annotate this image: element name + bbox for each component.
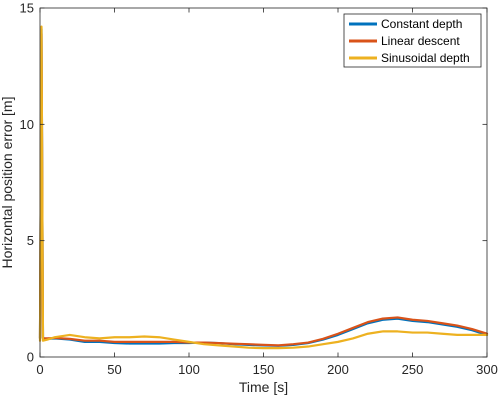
series-line-sinusoidal-depth xyxy=(38,25,489,350)
legend-entry-linear-descent: Linear descent xyxy=(349,34,460,48)
x-tick-label: 200 xyxy=(327,362,349,377)
x-tick-label: 250 xyxy=(402,362,424,377)
y-axis-label: Horizontal position error [m] xyxy=(0,97,15,269)
legend-label-sinusoidal-depth: Sinusoidal depth xyxy=(381,51,470,65)
x-axis-label: Time [s] xyxy=(239,379,288,395)
x-axis-ticks: 0 50 100 150 200 250 300 xyxy=(36,8,498,377)
y-tick-label: 15 xyxy=(20,1,34,16)
y-tick-label: 5 xyxy=(27,233,34,248)
legend-label-linear-descent: Linear descent xyxy=(381,34,460,48)
x-tick-label: 0 xyxy=(36,362,43,377)
legend-label-constant-depth: Constant depth xyxy=(381,17,462,31)
legend-entry-sinusoidal-depth: Sinusoidal depth xyxy=(349,51,470,65)
x-tick-label: 100 xyxy=(178,362,200,377)
y-tick-label: 10 xyxy=(20,117,34,132)
series-line-linear-descent xyxy=(38,32,489,347)
legend-entry-constant-depth: Constant depth xyxy=(349,17,462,31)
y-axis-ticks: 0 5 10 15 xyxy=(20,1,487,365)
x-tick-label: 50 xyxy=(107,362,121,377)
y-tick-label: 0 xyxy=(27,350,34,365)
x-tick-label: 150 xyxy=(253,362,275,377)
x-tick-label: 300 xyxy=(476,362,498,377)
series-layer xyxy=(38,25,489,350)
legend: Constant depth Linear descent Sinusoidal… xyxy=(343,13,482,68)
